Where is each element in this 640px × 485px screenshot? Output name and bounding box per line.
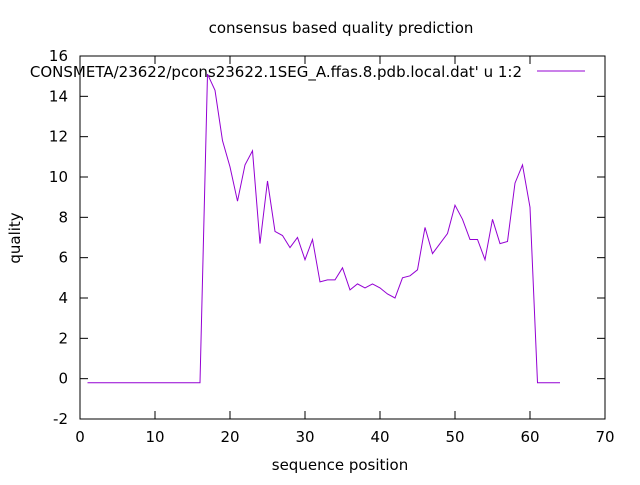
y-tick-label: 8	[58, 208, 68, 226]
chart-title: consensus based quality prediction	[209, 19, 474, 37]
x-tick-label: 40	[370, 428, 389, 446]
x-tick-label: 0	[75, 428, 85, 446]
y-tick-label: 14	[49, 87, 68, 105]
legend: CONSMETA/23622/pcons23622.1SEG_A.ffas.8.…	[30, 63, 585, 82]
y-tick-label: 4	[58, 289, 68, 307]
y-tick-label: -2	[53, 410, 68, 428]
plot-frame	[79, 55, 606, 420]
x-tick-label: 20	[220, 428, 239, 446]
y-tick-label: 0	[58, 370, 68, 388]
y-axis-label: quality	[6, 212, 24, 263]
x-tick-label: 60	[520, 428, 539, 446]
legend-entry-label: CONSMETA/23622/pcons23622.1SEG_A.ffas.8.…	[30, 63, 522, 82]
y-tick-label: 2	[58, 329, 68, 347]
series-group	[87, 73, 560, 384]
y-tick-label: 10	[49, 168, 68, 186]
x-tick-label: 10	[145, 428, 164, 446]
x-tick-label: 30	[295, 428, 314, 446]
series-line	[87, 73, 560, 384]
y-tick-label: 16	[49, 47, 68, 65]
x-tick-label: 50	[445, 428, 464, 446]
y-axis-ticks: -2 0 2 4 6 8 10 12 14 16	[49, 47, 605, 428]
y-tick-label: 6	[58, 249, 68, 267]
x-tick-label: 70	[595, 428, 614, 446]
x-axis-label: sequence position	[272, 456, 408, 474]
y-tick-label: 12	[49, 128, 68, 146]
x-axis-ticks: 0 10 20 30 40 50 60 70	[75, 56, 615, 446]
